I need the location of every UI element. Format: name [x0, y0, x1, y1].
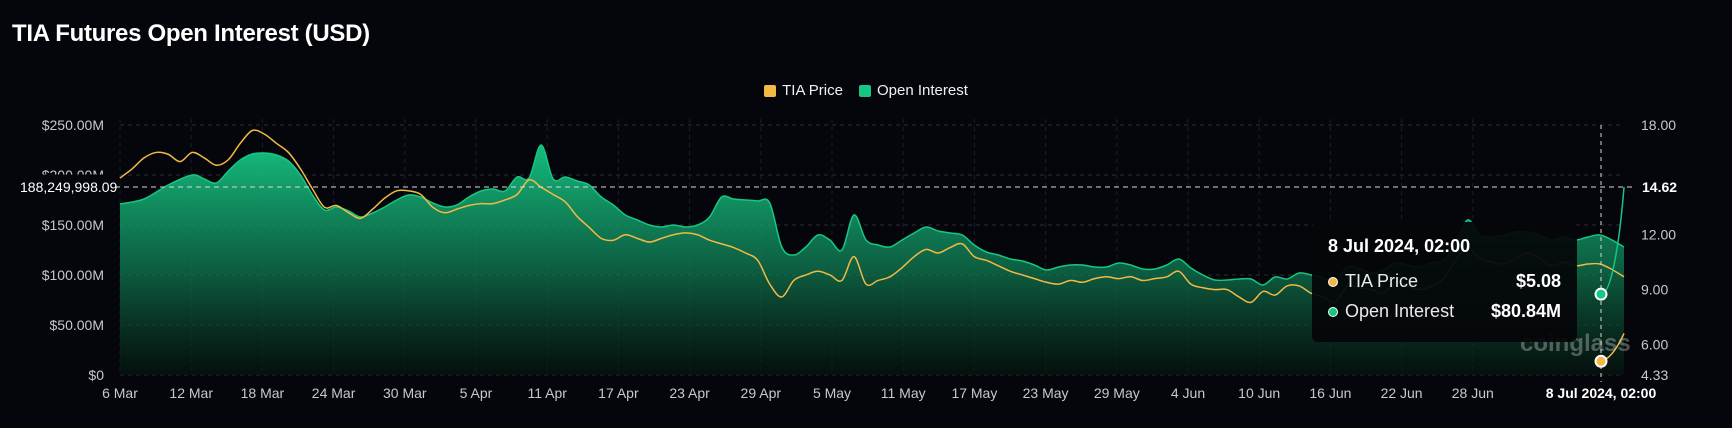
- x-tick-label: 29 May: [1094, 385, 1140, 401]
- x-tick-label: 10 Jun: [1238, 385, 1280, 401]
- x-tick-label: 4 Jun: [1171, 385, 1205, 401]
- tooltip-name-tia-price: TIA Price: [1345, 271, 1419, 291]
- hover-marker-open-interest: [1594, 287, 1608, 301]
- x-tick-label: 23 May: [1023, 385, 1069, 401]
- axes: $0$50.00M$100.00M$150.00M$200.00M$250.00…: [42, 117, 1677, 401]
- x-tick-label: 23 Apr: [669, 385, 710, 401]
- y-left-tick-label: $250.00M: [42, 117, 104, 133]
- x-tick-label: 28 Jun: [1452, 385, 1494, 401]
- legend-item-tia-price[interactable]: TIA Price: [764, 82, 843, 99]
- y-left-tick-label: $150.00M: [42, 217, 104, 233]
- crosshair-y2-label-box: [1632, 175, 1692, 199]
- legend-item-open-interest[interactable]: Open Interest: [858, 82, 968, 99]
- crosshair-y-label-box: [11, 174, 117, 200]
- legend-label-tia-price: TIA Price: [782, 82, 843, 99]
- y-right-tick-label: 4.33: [1641, 367, 1668, 383]
- crosshair-x-label-box: [1535, 382, 1667, 406]
- y-left-tick-label: $100.00M: [42, 267, 104, 283]
- x-tick-label: 24 Mar: [312, 385, 356, 401]
- crosshair-y2-label: 14.62: [1642, 179, 1677, 195]
- y-right-tick-label: 6.00: [1641, 336, 1668, 352]
- tooltip-value-open-interest: $80.84M: [1490, 301, 1561, 321]
- crosshair-y-label: 188,249,998.09: [20, 179, 118, 195]
- tooltip: 8 Jul 2024, 02:00 TIA Price $5.08 Open I…: [1312, 222, 1577, 342]
- x-tick-label: 29 Apr: [741, 385, 782, 401]
- tooltip-value-tia-price: $5.08: [1515, 271, 1561, 291]
- legend-swatch-open-interest: [858, 84, 871, 97]
- x-tick-label: 11 Apr: [527, 385, 567, 401]
- x-tick-label: 12 Mar: [169, 385, 213, 401]
- x-tick-label: 17 May: [951, 385, 997, 401]
- tooltip-dot-tia-price: [1328, 276, 1338, 287]
- x-tick-label: 16 Jun: [1309, 385, 1351, 401]
- y-right-tick-label: 18.00: [1641, 117, 1676, 133]
- x-tick-label: 5 Apr: [460, 385, 493, 401]
- tooltip-row-tia-price: TIA Price $5.08: [1328, 271, 1561, 292]
- crosshair-x-label: 8 Jul 2024, 02:00: [1546, 385, 1657, 401]
- y-left-tick-label: $0: [88, 367, 104, 383]
- x-tick-label: 22 Jun: [1381, 385, 1423, 401]
- legend: TIA Price Open Interest: [0, 82, 1732, 99]
- x-tick-label: 6 Mar: [102, 385, 138, 401]
- tooltip-name-open-interest: Open Interest: [1345, 301, 1455, 321]
- x-tick-label: 18 Mar: [241, 385, 285, 401]
- hover-marker-tia-price: [1594, 354, 1608, 368]
- tooltip-row-open-interest: Open Interest $80.84M: [1328, 301, 1561, 322]
- legend-label-open-interest: Open Interest: [876, 82, 968, 99]
- x-tick-label: 5 May: [813, 385, 851, 401]
- x-tick-label: 17 Apr: [598, 385, 639, 401]
- tooltip-title: 8 Jul 2024, 02:00: [1328, 236, 1471, 256]
- x-tick-label: 30 Mar: [383, 385, 427, 401]
- y-right-tick-label: 12.00: [1641, 227, 1676, 243]
- tooltip-dot-open-interest: [1328, 306, 1338, 317]
- crosshair: 188,249,998.09 14.62 8 Jul 2024, 02:00: [11, 125, 1692, 406]
- x-tick-label: 11 May: [881, 385, 926, 401]
- y-left-tick-label: $50.00M: [50, 317, 104, 333]
- y-right-tick-label: 9.00: [1641, 282, 1668, 298]
- chart-title: TIA Futures Open Interest (USD): [12, 20, 370, 47]
- legend-swatch-tia-price: [764, 84, 777, 97]
